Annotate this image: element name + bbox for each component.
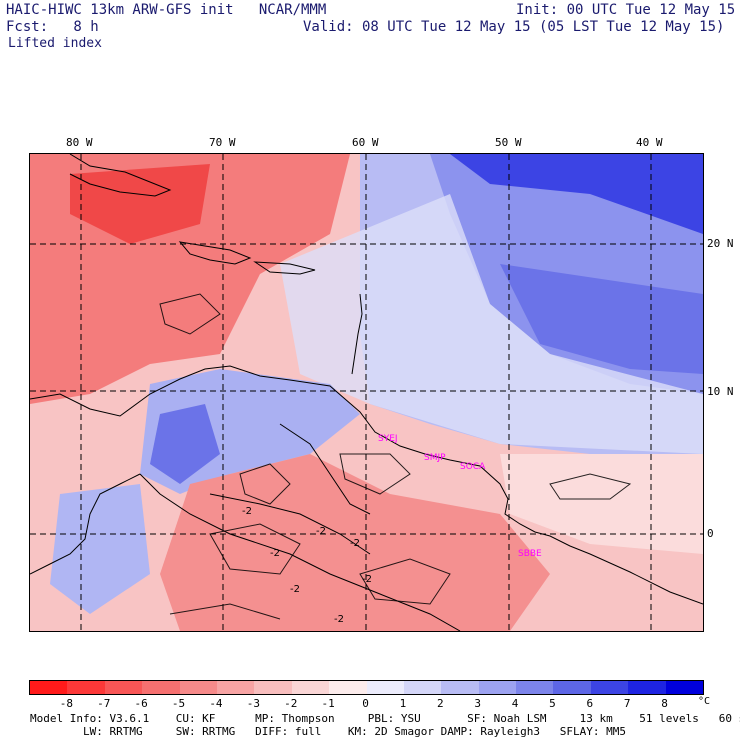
- station-smjp: SMJP: [424, 453, 446, 463]
- field-atlantic-band: [500, 264, 703, 374]
- colorbar-tick-label: -2: [284, 697, 298, 710]
- lat-label-20n: 20 N: [707, 237, 734, 250]
- graticule: [30, 154, 703, 631]
- field-equatorial-east: [500, 454, 703, 554]
- contour-label: -2: [270, 548, 280, 559]
- colorbar-tick-label: -1: [321, 697, 335, 710]
- map-canvas: SYEJ SMJP SOCA SBBE -2 -2 -2 -2 -2 -2 -2: [30, 154, 703, 631]
- colorbar-swatch: [254, 681, 292, 694]
- lon-label-40w: 40 W: [636, 136, 663, 149]
- lifted-index-map: SYEJ SMJP SOCA SBBE -2 -2 -2 -2 -2 -2 -2: [29, 153, 704, 632]
- contour-label: -2: [242, 506, 252, 517]
- colorbar-swatch: [665, 681, 704, 694]
- colorbar-swatch: [478, 681, 517, 694]
- colorbar: [29, 680, 704, 695]
- field-atlantic-max: [450, 154, 703, 234]
- colorbar-swatch: [516, 681, 554, 694]
- init-time: Init: 00 UTC Tue 12 May 15: [516, 2, 736, 18]
- colorbar-swatch: [628, 681, 666, 694]
- coastlines: [30, 154, 703, 631]
- field-andes-stable: [150, 404, 220, 484]
- lon-label-60w: 60 W: [352, 136, 379, 149]
- lat-label-10n: 10 N: [707, 385, 734, 398]
- colorbar-tick-label: -5: [171, 697, 186, 710]
- colorbar-tick-label: 7: [623, 697, 631, 710]
- station-syej: SYEJ: [378, 434, 398, 444]
- colorbar-swatch: [441, 681, 479, 694]
- colorbar-swatch: [590, 681, 629, 694]
- colorbar-swatch: [30, 681, 68, 694]
- contour-label: -2: [316, 526, 326, 537]
- model-title: HAIC-HIWC 13km ARW-GFS init NCAR/MMM: [6, 2, 327, 18]
- field-amazon-unstable: [160, 454, 550, 631]
- colorbar-swatch: [216, 681, 255, 694]
- colorbar-tick-label: 0: [362, 697, 369, 710]
- colorbar-swatch: [179, 681, 217, 694]
- model-info-line1: Model Info: V3.6.1 CU: KF MP: Thompson P…: [30, 712, 740, 725]
- field-name: Lifted index: [8, 36, 102, 51]
- colorbar-unit: °C: [698, 696, 711, 707]
- field-caribbean-max: [70, 164, 210, 244]
- colorbar-swatch: [329, 681, 367, 694]
- field-transition-band: [280, 194, 703, 454]
- lat-label-0: 0: [707, 527, 714, 540]
- colorbar-tick-label: -6: [134, 697, 148, 710]
- contour-label: -2: [334, 614, 344, 625]
- model-info-line2: LW: RRTMG SW: RRTMG DIFF: full KM: 2D Sm…: [30, 725, 627, 738]
- forecast-hour: Fcst: 8 h: [6, 19, 99, 35]
- colorbar-swatch: [291, 681, 330, 694]
- colorbar-tick-label: -4: [209, 697, 223, 710]
- colorbar-tick-label: 1: [399, 697, 407, 710]
- lon-label-80w: 80 W: [66, 136, 93, 149]
- colorbar-tick-label: 5: [549, 697, 556, 710]
- colorbar-swatch: [67, 681, 105, 694]
- colorbar-swatch: [104, 681, 143, 694]
- colorbar-swatch: [553, 681, 591, 694]
- field-pacific-stable: [50, 484, 150, 614]
- colorbar-tick-label: -3: [246, 697, 260, 710]
- colorbar-tick-label: 3: [474, 697, 481, 710]
- lon-label-50w: 50 W: [495, 136, 522, 149]
- contour-label: -2: [290, 584, 300, 595]
- colorbar-tick-label: -7: [97, 697, 111, 710]
- colorbar-tick-label: 8: [661, 697, 668, 710]
- colorbar-tick-label: 4: [511, 697, 519, 710]
- station-soca: SOCA: [460, 462, 486, 472]
- contour-label: -2: [350, 538, 360, 549]
- contour-label: -2: [362, 574, 372, 585]
- colorbar-tick-label: 2: [436, 697, 444, 710]
- colorbar-tick-label: -8: [59, 697, 73, 710]
- colorbar-tick-label: 6: [586, 697, 594, 710]
- colorbar-swatch: [366, 681, 404, 694]
- contours-minus2: [159, 293, 632, 620]
- colorbar-swatch: [142, 681, 180, 694]
- colorbar-swatch: [403, 681, 442, 694]
- lon-label-70w: 70 W: [209, 136, 236, 149]
- station-sbbe: SBBE: [518, 549, 542, 559]
- valid-time: Valid: 08 UTC Tue 12 May 15 (05 LST Tue …: [303, 19, 725, 35]
